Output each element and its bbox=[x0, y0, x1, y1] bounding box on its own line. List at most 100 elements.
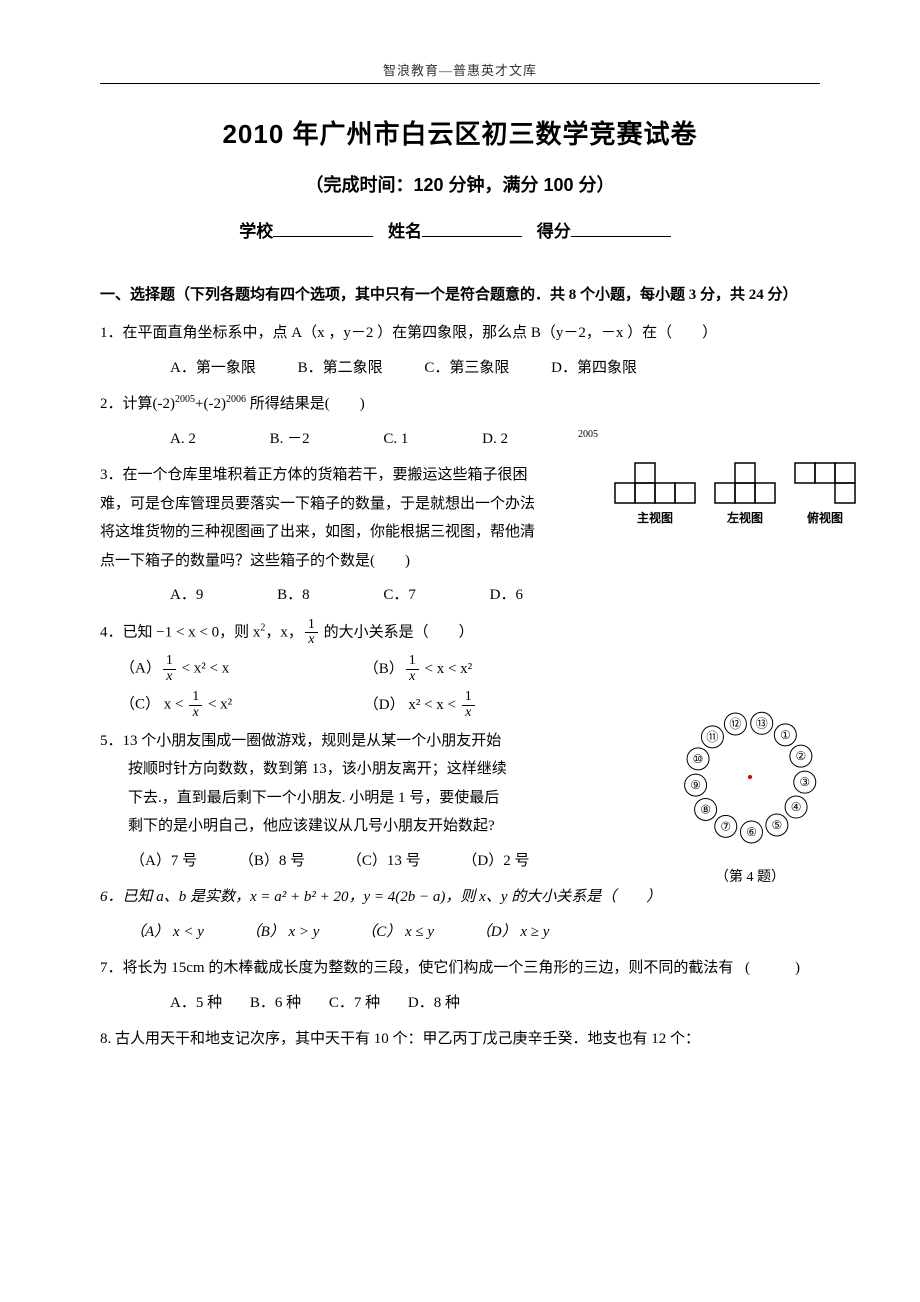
svg-text:④: ④ bbox=[791, 800, 802, 814]
svg-text:⑨: ⑨ bbox=[690, 778, 701, 792]
info-line: 学校 姓名 得分 bbox=[100, 217, 820, 242]
q7-text: 7．将长为 15cm 的木棒截成长度为整数的三段，使它们构成一个三角形的三边，则… bbox=[100, 960, 733, 976]
top-view: 俯视图 bbox=[793, 461, 857, 526]
question-7: 7．将长为 15cm 的木棒截成长度为整数的三段，使它们构成一个三角形的三边，则… bbox=[100, 954, 820, 983]
q1-option-b: B．第二象限 bbox=[298, 354, 383, 383]
q5-option-a: （A）7 号 bbox=[130, 847, 197, 876]
q4-frac: 1x bbox=[305, 618, 318, 648]
question-5-wrap: 5．13 个小朋友围成一圈做游戏，规则是从某一个小朋友开始 按顺时针方向数数，数… bbox=[100, 727, 820, 841]
question-2: 2．计算(-2)2005+(-2)2006 所得结果是( ) bbox=[100, 390, 820, 419]
svg-text:⑥: ⑥ bbox=[746, 825, 757, 839]
q6-option-a: （A） x < y bbox=[130, 918, 204, 947]
q4-b-den: x bbox=[406, 670, 419, 685]
q4-a-num: 1 bbox=[163, 654, 176, 670]
q5-l3: 下去.，直到最后剩下一个小朋友. 小明是 1 号，要使最后 bbox=[128, 784, 560, 813]
q6-option-d: （D） x ≥ y bbox=[476, 918, 550, 947]
question-6-options: （A） x < y （B） x > y （C） x ≤ y （D） x ≥ y bbox=[130, 918, 820, 947]
q4-frac-den: x bbox=[305, 633, 318, 648]
top-view-icon bbox=[793, 461, 857, 505]
q4-b-pre: （B） bbox=[364, 661, 404, 677]
q4-b-frac: 1x bbox=[406, 654, 419, 684]
q4-b-num: 1 bbox=[406, 654, 419, 670]
question-1: 1．在平面直角坐标系中，点 A（x ，y－2 ）在第四象限，那么点 B（y－2，… bbox=[100, 319, 820, 348]
document-title: 2010 年广州市白云区初三数学竞赛试卷 bbox=[100, 114, 820, 151]
q2-option-b: B. －2 bbox=[270, 425, 310, 454]
q4-option-c: （C） x < 1x < x² bbox=[120, 690, 360, 720]
blank-school bbox=[273, 236, 373, 237]
q4-c-den: x bbox=[189, 706, 202, 721]
circle-diagram: ①②③④⑤⑥⑦⑧⑨⑩⑪⑫⑬ （第 4 题） bbox=[640, 697, 860, 886]
page-header: 智浪教育—普惠英才文库 bbox=[100, 60, 820, 79]
left-view-label: 左视图 bbox=[713, 509, 777, 526]
q4-a-pre: （A） bbox=[120, 661, 161, 677]
q2-mid: +(-2) bbox=[195, 396, 226, 412]
q4-option-b: （B）1x < x < x² bbox=[364, 661, 472, 677]
q1-option-c: C．第三象限 bbox=[424, 354, 509, 383]
label-name: 姓名 bbox=[388, 222, 422, 241]
svg-text:②: ② bbox=[796, 749, 807, 763]
left-view-icon bbox=[713, 461, 777, 505]
question-6: 6．已知 a、b 是实数，x = a² + b² + 20，y = 4(2b −… bbox=[100, 883, 820, 912]
q7-option-d: D．8 种 bbox=[408, 989, 460, 1018]
q4-a-frac: 1x bbox=[163, 654, 176, 684]
q5-l4: 剩下的是小明自己，他应该建议从几号小朋友开始数起? bbox=[128, 812, 560, 841]
q5-option-c: （C）13 号 bbox=[347, 847, 421, 876]
svg-text:⑤: ⑤ bbox=[771, 818, 782, 832]
label-score: 得分 bbox=[537, 222, 571, 241]
question-3: 3．在一个仓库里堆积着正方体的货箱若干，要搬运这些箱子很困难，可是仓库管理员要落… bbox=[100, 461, 540, 575]
blank-score bbox=[571, 236, 671, 237]
q2-option-c: C. 1 bbox=[383, 425, 408, 454]
q3-option-c: C．7 bbox=[383, 581, 416, 610]
q7-paren: ( ) bbox=[745, 954, 800, 983]
q2-option-d: D. 2 2005 bbox=[482, 425, 598, 454]
q5-option-b: （B）8 号 bbox=[239, 847, 305, 876]
q4-mid: ，x， bbox=[265, 624, 303, 640]
circle-diagram-icon: ①②③④⑤⑥⑦⑧⑨⑩⑪⑫⑬ bbox=[660, 697, 840, 857]
question-3-options: A．9 B．8 C．7 D．6 bbox=[170, 581, 820, 610]
question-7-options: A．5 种 B．6 种 C．7 种 D．8 种 bbox=[170, 989, 820, 1018]
q2-option-a: A. 2 bbox=[170, 425, 196, 454]
q4-c-pre: （C） x < bbox=[120, 697, 187, 713]
question-4: 4．已知 −1 < x < 0，则 x2，x，1x 的大小关系是（ ） bbox=[100, 618, 820, 648]
svg-text:①: ① bbox=[780, 727, 791, 741]
svg-text:⑪: ⑪ bbox=[706, 729, 718, 743]
main-view: 主视图 bbox=[613, 461, 697, 526]
three-views-figure: 主视图 左视图 bbox=[580, 461, 890, 526]
q4-pre: 4．已知 −1 < x < 0，则 x bbox=[100, 624, 260, 640]
q5-l2: 按顺时针方向数数，数到第 13，该小朋友离开；这样继续 bbox=[128, 755, 560, 784]
svg-text:⑬: ⑬ bbox=[756, 716, 768, 730]
q4-option-a: （A）1x < x² < x bbox=[120, 654, 360, 684]
svg-text:⑦: ⑦ bbox=[720, 819, 731, 833]
left-view: 左视图 bbox=[713, 461, 777, 526]
q4-d-den: x bbox=[462, 706, 475, 721]
svg-text:⑧: ⑧ bbox=[700, 802, 711, 816]
question-1-options: A．第一象限 B．第二象限 C．第三象限 D．第四象限 bbox=[170, 354, 820, 383]
q3-option-d: D．6 bbox=[490, 581, 523, 610]
q2-d-pre: D. 2 bbox=[482, 425, 508, 454]
page: 智浪教育—普惠英才文库 2010 年广州市白云区初三数学竞赛试卷 （完成时间：1… bbox=[0, 0, 920, 1302]
question-5: 5．13 个小朋友围成一圈做游戏，规则是从某一个小朋友开始 按顺时针方向数数，数… bbox=[100, 727, 560, 841]
q5-l1: 5．13 个小朋友围成一圈做游戏，规则是从某一个小朋友开始 bbox=[100, 727, 560, 756]
main-view-label: 主视图 bbox=[613, 509, 697, 526]
q4-a-post: < x² < x bbox=[178, 661, 229, 677]
q1-option-d: D．第四象限 bbox=[551, 354, 637, 383]
q4-d-pre: （D） x² < x < bbox=[364, 697, 460, 713]
label-school: 学校 bbox=[239, 222, 273, 241]
q5-option-d: （D）2 号 bbox=[462, 847, 529, 876]
q4-c-frac: 1x bbox=[189, 690, 202, 720]
q4-frac-num: 1 bbox=[305, 618, 318, 634]
header-rule bbox=[100, 83, 820, 84]
q4-c-num: 1 bbox=[189, 690, 202, 706]
q2-exp1: 2005 bbox=[175, 394, 195, 405]
q6-text: 6．已知 a、b 是实数，x = a² + b² + 20，y = 4(2b −… bbox=[100, 889, 661, 905]
question-3-wrap: 3．在一个仓库里堆积着正方体的货箱若干，要搬运这些箱子很困难，可是仓库管理员要落… bbox=[100, 461, 820, 575]
question-4-options-row1: （A）1x < x² < x （B）1x < x < x² bbox=[120, 654, 820, 684]
q4-b-post: < x < x² bbox=[421, 661, 472, 677]
question-2-options: A. 2 B. －2 C. 1 D. 2 2005 bbox=[170, 425, 820, 454]
section-heading: 一、选择题（下列各题均有四个选项，其中只有一个是符合题意的．共 8 个小题，每小… bbox=[100, 282, 820, 309]
q4-option-d: （D） x² < x < 1x bbox=[364, 697, 477, 713]
q2-d-exp: 2005 bbox=[578, 429, 598, 440]
q2-pre: 2．计算(-2) bbox=[100, 396, 175, 412]
figure-caption: （第 4 题） bbox=[640, 866, 860, 886]
top-view-label: 俯视图 bbox=[793, 509, 857, 526]
